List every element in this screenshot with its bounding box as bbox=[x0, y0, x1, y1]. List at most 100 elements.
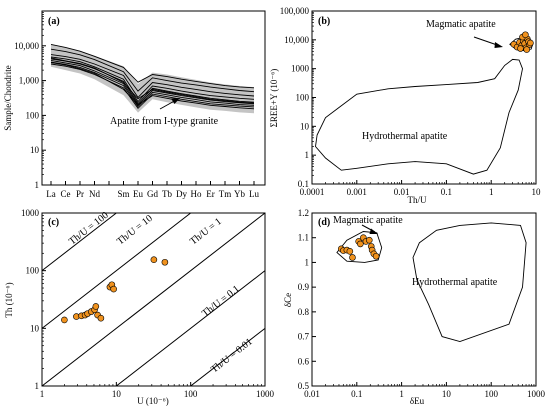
panel-b-regions bbox=[315, 37, 534, 175]
ratio-label-1: Th/U = 1 bbox=[188, 216, 224, 247]
panel-c-data-point bbox=[97, 314, 105, 322]
panel-d-regions bbox=[336, 222, 527, 342]
panel-a-x-tick-label: Tm bbox=[219, 189, 232, 199]
panel-b-x-tick-label: 1 bbox=[489, 187, 494, 197]
panel-d-ticks: 0.5 0.6 0.7 0.8 0.9 1 1.1 1.2 0.01 0.1 1 10 100 1000 bbox=[298, 208, 546, 399]
panel-c-data-point bbox=[92, 303, 100, 310]
panel-b-x-tick-label: 0.0001 bbox=[300, 187, 325, 197]
panel-c-data-point bbox=[61, 316, 68, 324]
panel-d-y-tick-label: 1 bbox=[305, 257, 310, 267]
annotation-arrowhead bbox=[171, 98, 180, 104]
panel-a-y-tick-label: 10,000 bbox=[14, 41, 39, 51]
panel-c-points bbox=[61, 256, 169, 324]
panel-d-x-tick-label: 10 bbox=[442, 389, 452, 399]
panel-d-data-point bbox=[365, 236, 373, 244]
panel-c-data-point bbox=[150, 256, 158, 263]
panel-a-x-tick-label: Yb bbox=[234, 189, 245, 199]
panel-c-x-tick-label: 1 bbox=[40, 389, 45, 399]
panel-b-x-tick-label: 10 bbox=[532, 187, 542, 197]
ree-pattern-line bbox=[50, 59, 255, 106]
ree-pattern-line bbox=[50, 43, 255, 89]
ree-pattern-line bbox=[50, 58, 255, 105]
panel-d-points bbox=[337, 234, 380, 261]
ree-pattern-line bbox=[50, 62, 255, 110]
panel-d-y-tick-label: 0.6 bbox=[298, 356, 310, 366]
panel-b-frame bbox=[311, 10, 537, 185]
panel-d-data-point bbox=[372, 252, 380, 260]
panel-a-x-tick-label: Gd bbox=[147, 189, 158, 199]
panel-a-x-tick-label: Er bbox=[206, 189, 215, 199]
ratio-line bbox=[41, 212, 117, 272]
panel-a-x-tick-label: Pr bbox=[76, 189, 84, 199]
hydrothermal-apatite-field bbox=[315, 58, 523, 175]
panel-c-x-tick-label: 100 bbox=[184, 389, 198, 399]
panel-a-x-tick-label: Eu bbox=[133, 189, 143, 199]
panel-c-ratio-lines bbox=[41, 212, 266, 387]
ratio-label-10: Th/U = 10 bbox=[115, 213, 155, 247]
panel-c-x-tick-label: 1000 bbox=[256, 389, 275, 399]
ree-pattern-line bbox=[50, 63, 255, 109]
panel-d-x-tick-label: 0.1 bbox=[351, 389, 362, 399]
panel-c-y-tick-label: 100 bbox=[26, 266, 40, 276]
panel-a-y-tick-label: 10 bbox=[30, 145, 40, 155]
magmatic-region-label-d: Magmatic apatite bbox=[333, 215, 403, 226]
ree-pattern-line bbox=[50, 56, 255, 103]
ratio-label-0.01: Th/U = 0.01 bbox=[209, 336, 255, 375]
panel-b-data-point bbox=[517, 45, 524, 52]
panel-a-x-tick-label: Ho bbox=[191, 189, 202, 199]
ratio-line bbox=[41, 212, 266, 387]
panel-b-x-axis-label: Th/U bbox=[408, 195, 427, 205]
panel-d-y-tick-label: 0.9 bbox=[298, 282, 310, 292]
panel-b-y-tick-label: 1000 bbox=[291, 64, 310, 74]
panel-b-x-tick-label: 0.001 bbox=[347, 187, 367, 197]
ree-range-band-shape bbox=[51, 44, 254, 114]
ree-pattern-line bbox=[50, 57, 255, 104]
panel-c-data-point bbox=[110, 285, 117, 293]
magmatic-apatite-field bbox=[336, 231, 383, 263]
panel-d-x-tick-label: 1000 bbox=[527, 389, 546, 399]
panel-b-y-tick-label: 10,000 bbox=[284, 35, 309, 45]
hydrothermal-region-label: Hydrothermal apatite bbox=[362, 131, 448, 142]
panel-b-data-point bbox=[523, 46, 530, 53]
panel-b-points bbox=[510, 31, 534, 53]
panel-b-data-point bbox=[527, 39, 534, 47]
panel-a-x-tick-label: Nd bbox=[89, 189, 100, 199]
panel-a-y-axis-label: Sample/Chondrite bbox=[3, 65, 13, 131]
panel-d-y-tick-label: 0.8 bbox=[298, 307, 310, 317]
panel-a-x-tick-label: Dy bbox=[176, 189, 187, 199]
ratio-label-0.1: Th/U = 0.1 bbox=[200, 283, 242, 319]
panel-d: 0.50.60.70.80.911.11.20.01 0.1 1 10 100 1000 … bbox=[283, 208, 546, 406]
panel-c-x-tick-label: 10 bbox=[112, 389, 122, 399]
panel-b-y-tick-label: 100,000 bbox=[280, 6, 310, 16]
panel-c-y-tick-label: 10 bbox=[30, 323, 40, 333]
panel-a-x-tick-label: Ce bbox=[61, 189, 71, 199]
magmatic-region-label: Magmatic apatite bbox=[426, 19, 496, 30]
panel-d-data-point bbox=[357, 240, 364, 248]
panel-d-data-point bbox=[349, 254, 356, 261]
panel-d-x-tick-label: 0.01 bbox=[304, 389, 320, 399]
panel-b-y-tick-label: 1 bbox=[305, 150, 310, 160]
ree-pattern-line bbox=[50, 61, 255, 108]
panel-d-frame bbox=[311, 212, 537, 387]
ree-pattern-line bbox=[50, 54, 255, 99]
hydrothermal-region-label-d: Hydrothermal apatite bbox=[412, 277, 498, 288]
panel-b-x-tick-label: 0.01 bbox=[394, 187, 410, 197]
panel-d-y-tick-label: 0.5 bbox=[298, 381, 310, 391]
panel-c-data-point bbox=[161, 258, 169, 266]
panel-a-x-tick-label: Sm bbox=[117, 189, 129, 199]
panel-a-y-tick-label: 1,000 bbox=[19, 76, 40, 86]
panel-b-label: (b) bbox=[318, 16, 330, 27]
ratio-line bbox=[41, 212, 191, 329]
panel-a-y-tick-label: 100 bbox=[26, 110, 40, 120]
panel-a-x-tick-label: Lu bbox=[249, 189, 259, 199]
panel-b-x-tick-label: 0.1 bbox=[441, 187, 452, 197]
panel-a-y-tick-label: 1 bbox=[35, 180, 40, 190]
panel-d-data-point bbox=[346, 248, 354, 255]
panel-d-x-tick-label: 1 bbox=[399, 389, 404, 399]
hydrothermal-apatite-field bbox=[412, 222, 527, 342]
panel-c-y-axis-label: Th (10⁻⁶) bbox=[4, 282, 14, 317]
panel-d-x-tick-label: 100 bbox=[484, 389, 498, 399]
panel-a-ticks: 1 10 100 1,000 10,000 La Ce Pr Nd Sm Eu Gd Tb Dy Ho Er T… bbox=[14, 12, 259, 199]
panel-c-label: (c) bbox=[48, 217, 59, 228]
